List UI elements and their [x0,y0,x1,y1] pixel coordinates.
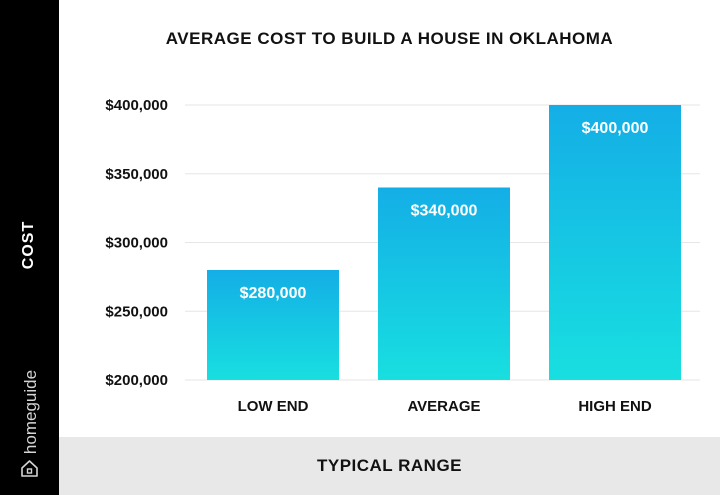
y-tick-label: $200,000 [105,372,168,389]
x-axis-title: TYPICAL RANGE [316,456,463,475]
bar-value-label: $340,000 [411,203,478,220]
bar [378,187,510,380]
house-icon [21,460,38,477]
y-tick-label: $400,000 [105,97,168,114]
bar-value-label: $280,000 [240,285,307,302]
sidebar: COST homeguide [0,0,59,495]
bar-chart: $200,000 $250,000 $300,000 $350,000 $400,000… [105,97,700,415]
x-tick-label: AVERAGE [407,398,480,415]
bar-value-label: $400,000 [582,120,649,137]
chart-title: AVERAGE COST TO BUILD A HOUSE IN OKLAHOM… [165,29,614,48]
bar [207,270,339,380]
x-axis-footer: TYPICAL RANGE [59,437,720,495]
x-tick-label: HIGH END [578,398,652,415]
y-tick-label: $350,000 [105,166,168,183]
bar [549,105,681,380]
y-tick-label: $300,000 [105,235,168,252]
x-tick-label: LOW END [238,398,309,415]
y-tick-label: $250,000 [105,303,168,320]
